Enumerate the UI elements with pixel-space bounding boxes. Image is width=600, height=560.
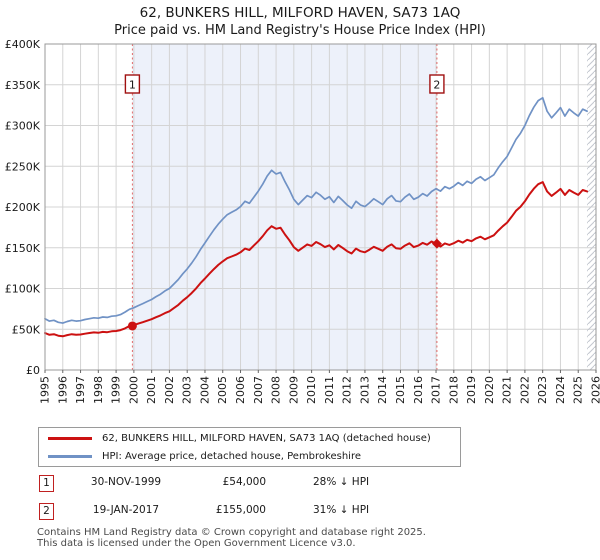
sale-1-price: £54,000 [222,476,266,488]
svg-text:2025: 2025 [572,376,585,404]
licence-line-2: This data is licensed under the Open Gov… [37,538,356,549]
no-data-hatch-region [587,44,596,370]
svg-text:£0: £0 [26,364,40,377]
svg-text:2: 2 [433,79,440,92]
svg-text:1995: 1995 [39,376,52,404]
svg-text:2001: 2001 [145,376,158,404]
svg-text:2011: 2011 [323,376,336,404]
svg-text:£150K: £150K [5,242,41,255]
legend-label-hpi: HPI: Average price, detached house, Pemb… [102,450,361,462]
svg-text:2012: 2012 [341,376,354,404]
svg-text:£300K: £300K [5,120,41,133]
svg-text:2024: 2024 [554,376,567,404]
legend: 62, BUNKERS HILL, MILFORD HAVEN, SA73 1A… [38,427,461,467]
svg-text:2021: 2021 [501,376,514,404]
sale-1-point [127,321,137,331]
svg-text:1996: 1996 [56,376,69,404]
svg-text:2013: 2013 [358,376,371,404]
svg-text:2007: 2007 [252,376,265,404]
svg-text:2015: 2015 [394,376,407,404]
svg-text:£400K: £400K [5,38,41,51]
legend-entry-hpi: HPI: Average price, detached house, Pemb… [39,449,460,464]
svg-text:2022: 2022 [518,376,531,404]
sale-2-price: £155,000 [215,504,266,516]
svg-text:2009: 2009 [287,376,300,404]
property-line-swatch [48,436,92,440]
svg-text:2004: 2004 [198,376,211,404]
svg-text:2000: 2000 [127,376,140,404]
svg-text:1999: 1999 [110,376,123,404]
price-chart: 1 2 £400K £350K £300K £250K £200K £150K £100K £50… [5,38,600,404]
svg-text:£350K: £350K [5,79,41,92]
hpi-line-swatch [48,454,92,458]
sale-1-hpi-delta: 28% ↓ HPI [313,476,370,488]
svg-text:£200K: £200K [5,201,41,214]
sale-2-date: 19-JAN-2017 [92,504,160,516]
chart-subtitle: Price paid vs. HM Land Registry's House … [114,23,486,38]
legend-label-property: 62, BUNKERS HILL, MILFORD HAVEN, SA73 1A… [102,432,431,444]
svg-text:1997: 1997 [74,376,87,404]
svg-text:2002: 2002 [163,376,176,404]
svg-text:2005: 2005 [216,376,229,404]
svg-text:2019: 2019 [465,376,478,404]
svg-text:2017: 2017 [430,376,443,404]
sale-2-number-badge: 2 [39,503,54,520]
svg-text:£250K: £250K [5,160,41,173]
chart-title: 62, BUNKERS HILL, MILFORD HAVEN, SA73 1A… [139,5,461,21]
svg-text:2010: 2010 [305,376,318,404]
svg-text:2006: 2006 [234,376,247,404]
svg-text:2008: 2008 [270,376,283,404]
svg-text:£50K: £50K [12,323,41,336]
sale-1-chart-badge [124,74,141,94]
svg-text:2014: 2014 [376,376,389,404]
svg-text:2016: 2016 [412,376,425,404]
svg-text:2026: 2026 [590,376,600,404]
sale-annotation-row-2: 2 19-JAN-2017 £155,000 31% ↓ HPI [0,503,600,521]
svg-text:2020: 2020 [483,376,496,404]
svg-text:2023: 2023 [536,376,549,404]
sale-1-number-badge: 1 [39,475,54,492]
sale-2-point [431,238,442,249]
hpi-line [44,96,588,324]
sale-1-date: 30-NOV-1999 [90,476,162,488]
svg-text:1998: 1998 [92,376,105,404]
sale-2-chart-badge [429,74,445,94]
sale-annotation-row-1: 1 30-NOV-1999 £54,000 28% ↓ HPI [0,475,600,493]
svg-text:1: 1 [129,79,136,92]
licence-line-1: Contains HM Land Registry data © Crown c… [37,527,426,538]
sale-2-hpi-delta: 31% ↓ HPI [313,504,370,516]
svg-text:2003: 2003 [181,376,194,404]
svg-text:£100K: £100K [5,283,41,296]
legend-entry-property: 62, BUNKERS HILL, MILFORD HAVEN, SA73 1A… [39,431,460,446]
licence-footer: Contains HM Land Registry data © Crown c… [37,527,597,549]
svg-text:2018: 2018 [447,376,460,404]
